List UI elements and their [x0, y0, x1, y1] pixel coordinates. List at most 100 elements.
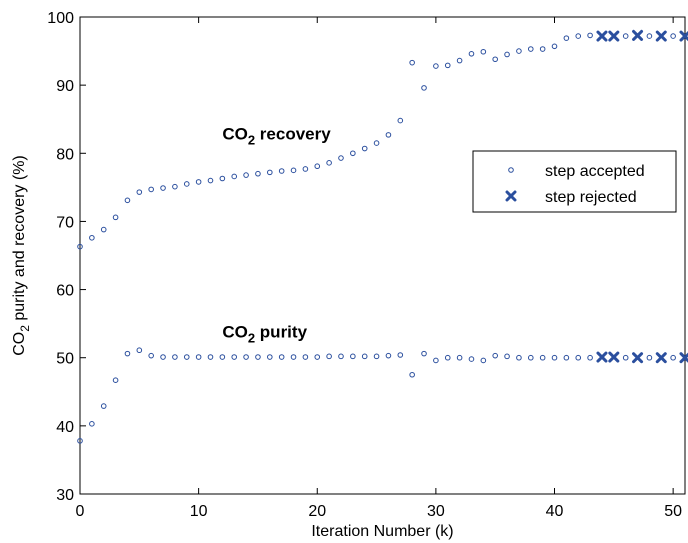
point-accepted: [148, 352, 154, 359]
point-accepted: [350, 150, 356, 157]
point-rejected: [596, 30, 608, 42]
point-accepted: [124, 350, 131, 357]
point-accepted: [231, 173, 238, 180]
point-accepted: [504, 51, 510, 58]
point-accepted: [551, 354, 558, 361]
point-accepted: [456, 57, 463, 64]
point-accepted: [468, 50, 475, 57]
point-accepted: [160, 185, 166, 191]
point-accepted: [527, 354, 534, 361]
legend-marker-rejected: [505, 190, 517, 202]
y-tick-label: 50: [56, 351, 74, 368]
x-tick-label: 50: [664, 503, 682, 520]
point-accepted: [148, 186, 154, 193]
point-accepted: [516, 354, 522, 361]
point-accepted: [421, 350, 427, 357]
point-rejected: [632, 352, 644, 364]
point-accepted: [302, 354, 309, 360]
annotation-purity: CO2 purity: [222, 322, 307, 345]
point-accepted: [385, 132, 392, 138]
y-tick-label: 40: [56, 419, 74, 436]
point-accepted: [278, 168, 285, 174]
point-accepted: [255, 170, 261, 177]
point-accepted: [575, 354, 582, 361]
point-accepted: [373, 353, 380, 360]
point-accepted: [207, 177, 214, 184]
point-accepted: [433, 357, 439, 364]
point-accepted: [622, 354, 629, 361]
point-accepted: [409, 59, 415, 66]
point-accepted: [278, 354, 285, 360]
point-rejected: [608, 30, 620, 42]
point-accepted: [219, 175, 226, 182]
point-accepted: [89, 234, 95, 241]
point-accepted: [77, 243, 83, 250]
point-accepted: [183, 181, 190, 187]
point-accepted: [444, 62, 451, 69]
point-accepted: [207, 354, 214, 360]
point-accepted: [243, 354, 249, 360]
y-tick-label: 90: [56, 78, 74, 95]
point-rejected: [596, 351, 608, 363]
annotation-recovery: CO2 recovery: [222, 125, 331, 148]
point-accepted: [646, 33, 653, 39]
point-accepted: [551, 43, 558, 50]
point-accepted: [670, 33, 676, 39]
point-accepted: [77, 438, 83, 444]
point-accepted: [172, 354, 178, 360]
x-axis-label: Iteration Number (k): [311, 523, 453, 540]
legend-label-accepted: step accepted: [545, 163, 645, 180]
point-accepted: [504, 353, 510, 360]
point-accepted: [172, 183, 178, 190]
point-accepted: [195, 354, 202, 360]
point-accepted: [112, 214, 119, 221]
point-accepted: [314, 163, 321, 170]
point-accepted: [587, 32, 593, 39]
point-accepted: [314, 354, 321, 360]
point-accepted: [89, 421, 95, 427]
point-accepted: [243, 172, 249, 178]
legend-label-rejected: step rejected: [545, 189, 637, 206]
point-accepted: [397, 117, 404, 124]
legend-marker-accepted: [508, 167, 514, 173]
point-accepted: [326, 353, 332, 360]
point-accepted: [563, 354, 570, 361]
point-accepted: [468, 356, 475, 362]
point-rejected: [655, 352, 667, 364]
plot-area: [79, 16, 686, 495]
point-accepted: [492, 352, 498, 359]
y-tick-label: 80: [56, 146, 74, 163]
point-accepted: [267, 354, 273, 360]
point-accepted: [421, 85, 427, 91]
axis-ticks: 0 10 20 30 40 50 30 40 50 60 70 80 90 100: [47, 10, 682, 520]
point-accepted: [255, 354, 261, 360]
point-accepted: [326, 160, 332, 166]
point-accepted: [563, 35, 570, 41]
point-accepted: [409, 371, 415, 378]
point-accepted: [480, 357, 487, 364]
point-accepted: [302, 166, 309, 172]
point-accepted: [670, 354, 676, 361]
point-accepted: [539, 354, 546, 361]
point-rejected: [655, 30, 667, 42]
point-accepted: [646, 354, 653, 361]
point-accepted: [160, 354, 166, 360]
point-accepted: [338, 353, 344, 360]
point-accepted: [373, 140, 380, 146]
point-accepted: [492, 56, 498, 63]
point-accepted: [444, 354, 451, 361]
point-accepted: [136, 347, 143, 354]
point-accepted: [100, 226, 107, 233]
legend: step accepted step rejected: [472, 150, 677, 213]
y-axis-label: CO2 purity and recovery (%): [11, 155, 32, 356]
point-accepted: [219, 354, 226, 360]
y-tick-label: 70: [56, 214, 74, 231]
point-accepted: [456, 354, 463, 361]
y-tick-label: 60: [56, 283, 74, 300]
point-accepted: [338, 155, 344, 161]
x-tick-label: 30: [427, 503, 445, 520]
point-accepted: [231, 354, 238, 360]
point-accepted: [112, 377, 119, 384]
point-accepted: [516, 48, 522, 54]
